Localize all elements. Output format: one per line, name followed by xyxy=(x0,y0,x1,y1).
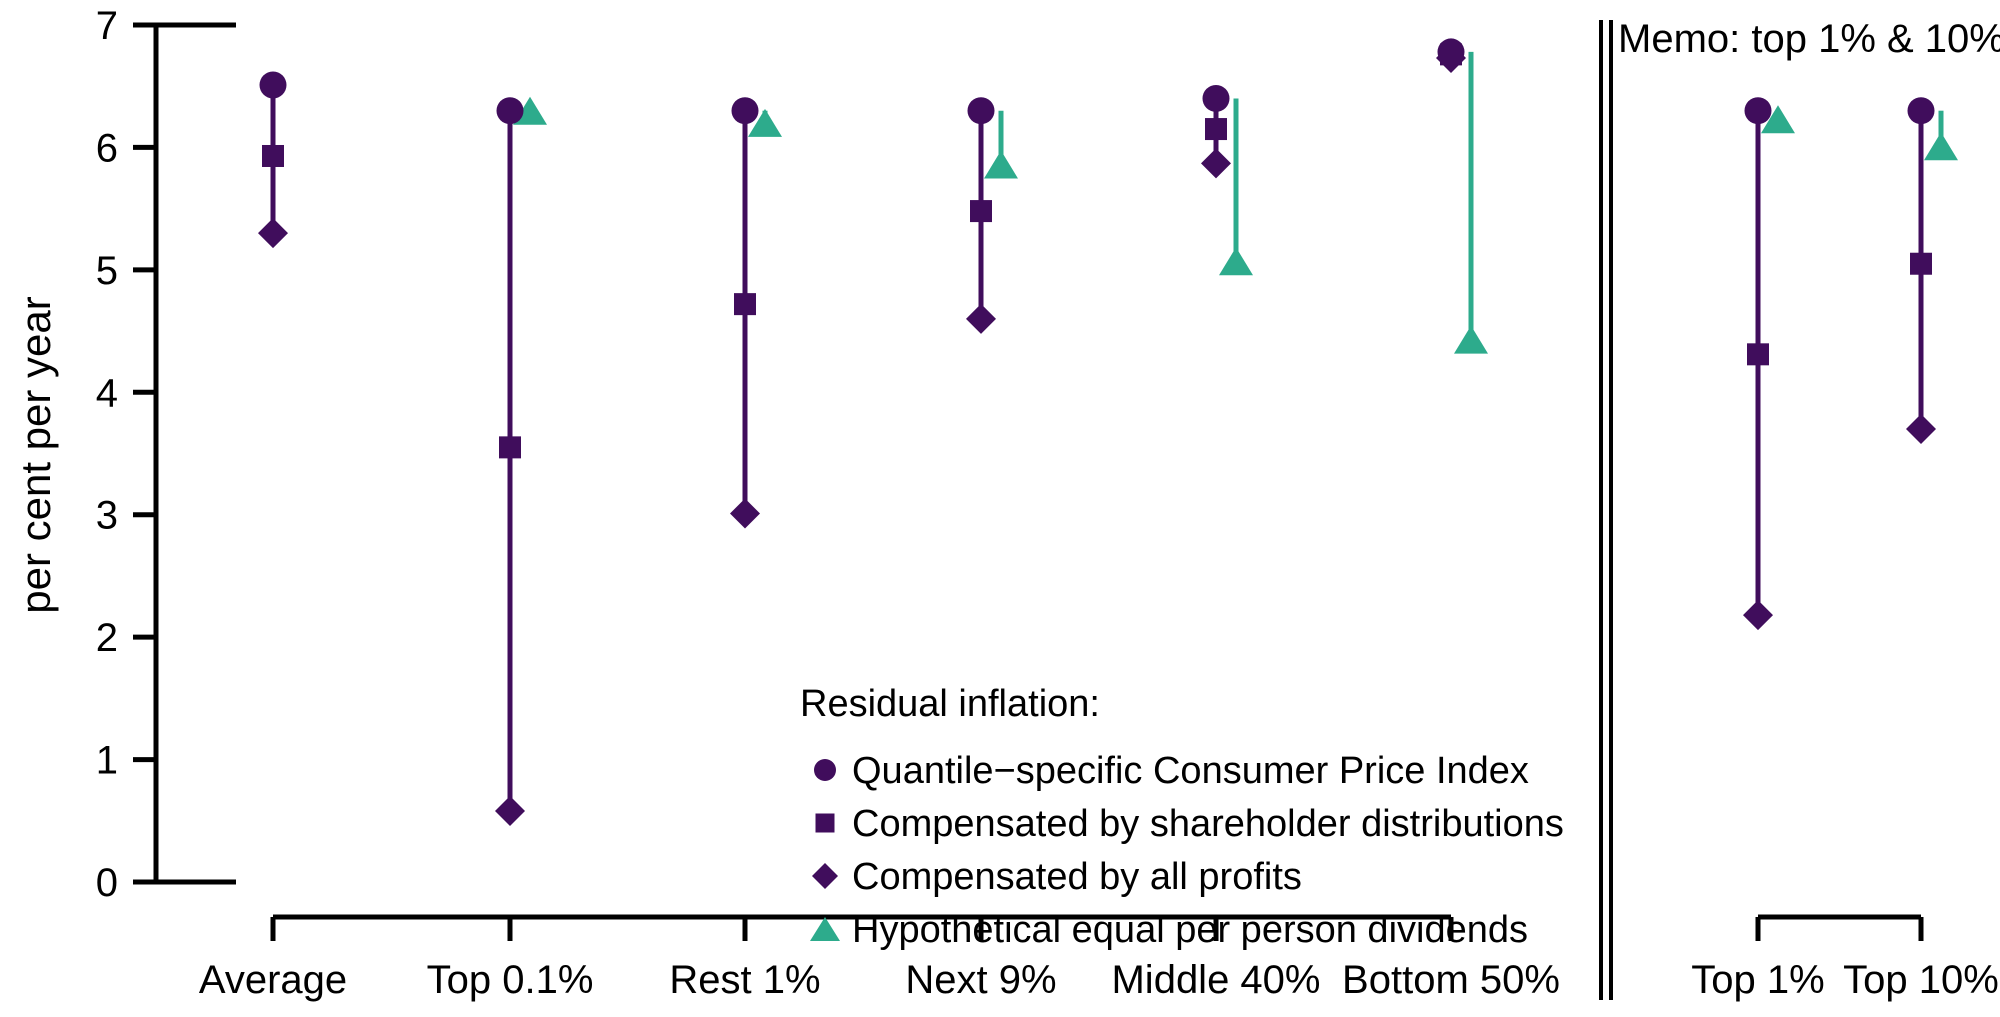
marker-cpi-top-0-1 xyxy=(496,97,524,125)
category-label-middle-40: Middle 40% xyxy=(1111,958,1320,1002)
marker-cpi-next-9 xyxy=(967,97,995,125)
marker-profits-rest-1 xyxy=(730,498,760,529)
y-axis-tick-label-3: 3 xyxy=(96,494,118,538)
marker-equal-dividends-middle-40 xyxy=(1219,247,1253,276)
y-axis-tick-label-4: 4 xyxy=(96,371,118,415)
marker-equal-dividends-next-9 xyxy=(984,150,1018,179)
marker-profits-top-10 xyxy=(1906,414,1936,445)
y-axis: 0 1 2 3 4 5 6 7 xyxy=(96,4,236,905)
legend-item-diamond: Compensated by all profits xyxy=(812,856,1302,898)
data-columns xyxy=(258,38,1958,826)
marker-equal-dividends-top-1 xyxy=(1761,105,1795,134)
column-bottom-50 xyxy=(1436,38,1488,354)
y-axis-title: per cent per year xyxy=(12,296,59,614)
x-axis-brackets: Average Top 0.1% Rest 1% Next 9% Middle 40% B… xyxy=(199,914,1999,1002)
marker-equal-dividends-rest-1 xyxy=(748,108,782,137)
legend-label-triangle: Hypothetical equal per person dividends xyxy=(852,909,1528,951)
column-next-9 xyxy=(966,97,1018,334)
marker-equal-dividends-bottom-50 xyxy=(1454,325,1488,354)
y-axis-tick-label-7: 7 xyxy=(96,4,118,48)
legend-diamond-icon xyxy=(812,863,838,889)
memo-separator xyxy=(1599,20,1613,1000)
y-axis-line xyxy=(153,22,236,885)
category-label-top-0-1: Top 0.1% xyxy=(427,958,594,1002)
legend-triangle-icon xyxy=(810,917,840,941)
legend-circle-icon xyxy=(814,759,836,781)
column-average xyxy=(258,71,288,249)
legend-square-icon xyxy=(815,813,835,833)
category-label-bottom-50: Bottom 50% xyxy=(1342,958,1560,1002)
y-axis-tick-label-0: 0 xyxy=(96,861,118,905)
column-top-1 xyxy=(1743,97,1795,631)
y-axis-tick-label-2: 2 xyxy=(96,616,118,660)
category-label-rest-1: Rest 1% xyxy=(669,958,820,1002)
category-label-top-1: Top 1% xyxy=(1691,958,1824,1002)
column-middle-40 xyxy=(1201,84,1253,276)
marker-cpi-rest-1 xyxy=(731,97,759,125)
marker-shareholder-middle-40 xyxy=(1205,118,1227,141)
marker-profits-top-0-1 xyxy=(495,795,525,826)
y-axis-tick-label-1: 1 xyxy=(96,739,118,783)
marker-profits-top-1 xyxy=(1743,600,1773,631)
y-axis-tick-label-5: 5 xyxy=(96,249,118,293)
column-top-10 xyxy=(1906,97,1958,445)
marker-shareholder-next-9 xyxy=(970,200,992,223)
legend-item-square: Compensated by shareholder distributions xyxy=(815,803,1564,845)
marker-profits-average xyxy=(258,218,288,249)
legend: Residual inflation: Quantile−specific Co… xyxy=(800,683,1564,951)
marker-equal-dividends-top-10 xyxy=(1924,132,1958,161)
marker-shareholder-top-10 xyxy=(1910,252,1932,275)
memo-panel-title: Memo: top 1% & 10% xyxy=(1618,17,2000,61)
column-rest-1 xyxy=(730,97,782,529)
marker-shareholder-top-0-1 xyxy=(499,436,521,459)
legend-label-square: Compensated by shareholder distributions xyxy=(852,803,1564,845)
category-label-next-9: Next 9% xyxy=(905,958,1056,1002)
y-axis-tick-label-6: 6 xyxy=(96,126,118,170)
legend-label-circle: Quantile−specific Consumer Price Index xyxy=(852,750,1529,792)
marker-cpi-middle-40 xyxy=(1202,84,1230,112)
legend-label-diamond: Compensated by all profits xyxy=(852,856,1302,898)
marker-profits-next-9 xyxy=(966,303,996,334)
legend-items: Quantile−specific Consumer Price Index Co… xyxy=(810,750,1564,951)
marker-shareholder-top-1 xyxy=(1747,343,1769,366)
marker-shareholder-rest-1 xyxy=(734,293,756,316)
marker-cpi-top-10 xyxy=(1907,97,1935,125)
legend-item-circle: Quantile−specific Consumer Price Index xyxy=(814,750,1529,792)
column-top-0-1 xyxy=(495,96,547,826)
marker-cpi-average xyxy=(259,71,287,99)
marker-cpi-top-1 xyxy=(1744,97,1772,125)
marker-shareholder-average xyxy=(262,144,284,167)
legend-title: Residual inflation: xyxy=(800,683,1100,725)
legend-item-triangle: Hypothetical equal per person dividends xyxy=(810,909,1528,951)
marker-cpi-bottom-50 xyxy=(1437,38,1465,66)
category-label-average: Average xyxy=(199,958,347,1002)
marker-profits-middle-40 xyxy=(1201,148,1231,179)
category-label-top-10: Top 10% xyxy=(1843,958,1999,1002)
